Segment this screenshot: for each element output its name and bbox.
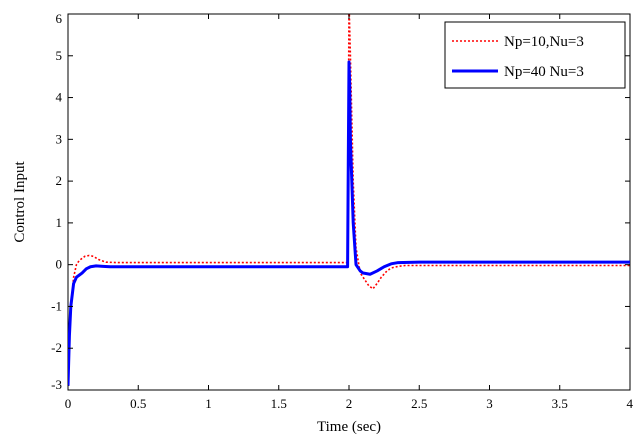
y-tick-label: -1 bbox=[51, 298, 62, 313]
series-line-2 bbox=[68, 60, 630, 386]
x-tick-label: 0 bbox=[65, 396, 72, 411]
y-axis-label: Control Input bbox=[12, 161, 28, 243]
y-tick-label: 6 bbox=[56, 11, 63, 26]
x-tick-label: 4 bbox=[627, 396, 633, 411]
y-tick-label: 4 bbox=[56, 90, 63, 105]
y-tick-label: 2 bbox=[56, 173, 63, 188]
x-tick-label: 3 bbox=[486, 396, 493, 411]
legend-box bbox=[444, 21, 626, 89]
y-tick-label: 3 bbox=[56, 131, 63, 146]
legend-label-series-1: Np=10,Nu=3 bbox=[504, 34, 584, 50]
x-tick-label: 1 bbox=[205, 396, 212, 411]
y-tick-label: -3 bbox=[51, 377, 62, 392]
x-tick-label: 0.5 bbox=[130, 396, 146, 411]
legend: Np=10,Nu=3 Np=40 Nu=3 bbox=[444, 21, 626, 89]
y-tick-label: 5 bbox=[56, 48, 63, 63]
y-tick-label: -2 bbox=[51, 340, 62, 355]
x-tick-label: 1.5 bbox=[271, 396, 287, 411]
y-tick-label: 0 bbox=[56, 257, 63, 272]
x-tick-label: 3.5 bbox=[552, 396, 568, 411]
x-tick-label: 2.5 bbox=[411, 396, 427, 411]
x-tick-label: 2 bbox=[346, 396, 353, 411]
y-tick-label: 1 bbox=[56, 215, 63, 230]
legend-label-series-2: Np=40 Nu=3 bbox=[504, 64, 584, 80]
x-axis-label: Time (sec) bbox=[317, 419, 381, 435]
ticks-layer: 0 0.5 1 1.5 2 2.5 3 3.5 4 -3 -2 -1 0 1 2 3 4 5 6 bbox=[51, 11, 633, 411]
series-layer bbox=[68, 14, 630, 386]
